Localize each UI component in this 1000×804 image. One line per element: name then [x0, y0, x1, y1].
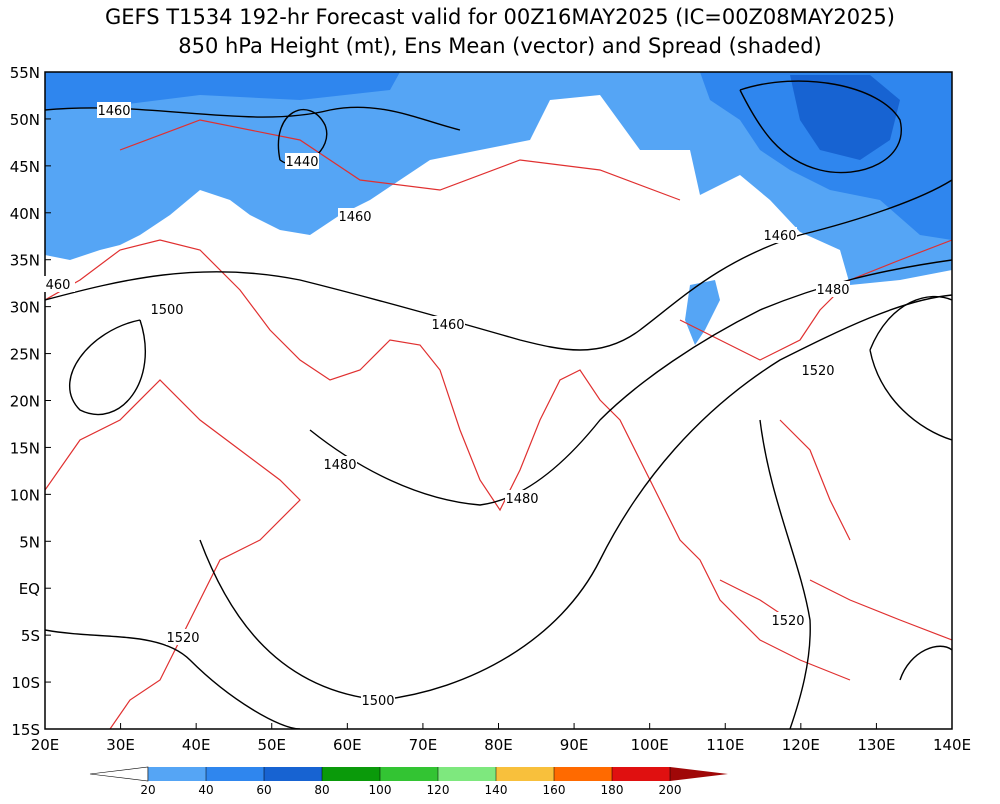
colorbar-label: 80 — [314, 783, 329, 797]
contour — [759, 419, 811, 729]
colorbar-segment — [264, 767, 322, 781]
colorbar-segment — [554, 767, 612, 781]
contour — [45, 629, 301, 729]
map-area — [44, 71, 953, 730]
colorbar-label: 180 — [601, 783, 624, 797]
coastline — [45, 239, 851, 681]
colorbar-label: 140 — [485, 783, 508, 797]
title-line: GEFS T1534 192-hr Forecast valid for 00Z… — [105, 5, 895, 29]
contour-label: 1460 — [763, 229, 796, 244]
spread-shading — [685, 280, 720, 345]
contour-label-bg — [816, 281, 850, 297]
colorbar-segment — [206, 767, 264, 781]
contour-label-bg — [771, 612, 805, 628]
colorbar-segment — [148, 767, 206, 781]
contour-label-bg — [338, 208, 372, 224]
contour-label: 1480 — [323, 458, 356, 473]
contour-label-bg — [285, 153, 319, 169]
colorbar-segment — [380, 767, 438, 781]
contour-label: 460 — [46, 278, 71, 293]
lat-label: 45N — [10, 158, 40, 176]
contour-label: 1460 — [97, 104, 130, 119]
contour-label-bg — [150, 301, 184, 317]
lat-label: 15N — [10, 439, 40, 457]
lon-label: 40E — [182, 736, 211, 754]
contour-label-bg — [801, 362, 835, 378]
spread-shading — [45, 72, 952, 285]
contour-label: 1480 — [816, 283, 849, 298]
lat-label: 50N — [10, 111, 40, 129]
contour-label: 1520 — [771, 614, 804, 629]
lat-label: 55N — [10, 64, 40, 82]
coastline — [119, 119, 952, 641]
lon-label: 20E — [31, 736, 60, 754]
contour-label: 1500 — [361, 694, 394, 709]
contour-label-bg — [505, 490, 539, 506]
contour — [869, 295, 952, 681]
lon-label: 90E — [560, 736, 589, 754]
contour-label-bg — [763, 227, 797, 243]
contour-label: 1520 — [166, 631, 199, 646]
lon-label: 140E — [933, 736, 971, 754]
lat-label: 20N — [10, 393, 40, 411]
lat-label: 15S — [11, 721, 40, 739]
lon-label: 80E — [484, 736, 513, 754]
lon-label: 130E — [857, 736, 895, 754]
contour — [309, 259, 952, 506]
contour-label: 1460 — [338, 210, 371, 225]
lat-label: 10S — [11, 674, 40, 692]
lon-label: 100E — [631, 736, 669, 754]
colorbar-label: 40 — [198, 783, 213, 797]
lon-label: 120E — [782, 736, 820, 754]
contour-label-bg — [166, 629, 200, 645]
contour-label: 1440 — [285, 155, 318, 170]
colorbar-over — [670, 767, 728, 781]
coastline — [45, 379, 301, 729]
colorbar-label: 160 — [543, 783, 566, 797]
lon-label: 30E — [106, 736, 135, 754]
title-line: 850 hPa Height (mt), Ens Mean (vector) a… — [178, 34, 822, 58]
colorbar-label: 60 — [256, 783, 271, 797]
lat-label: 25N — [10, 346, 40, 364]
lon-label: 70E — [409, 736, 438, 754]
lat-label: 5S — [21, 627, 40, 645]
contour-label: 1460 — [431, 318, 464, 333]
contour-label: 1520 — [801, 364, 834, 379]
lat-label: 30N — [10, 299, 40, 317]
contour-label: 1500 — [150, 303, 183, 318]
contour-label-bg — [41, 276, 75, 292]
lon-label: 110E — [706, 736, 744, 754]
lat-label: 10N — [10, 486, 40, 504]
lat-label: 5N — [19, 533, 40, 551]
colorbar-segment — [612, 767, 670, 781]
colorbar-segment — [496, 767, 554, 781]
colorbar-label: 200 — [659, 783, 682, 797]
contour-label-bg — [431, 316, 465, 332]
contour — [199, 294, 952, 701]
lat-label: 40N — [10, 205, 40, 223]
contour — [739, 80, 902, 174]
contour — [45, 179, 952, 351]
colorbar-label: 100 — [369, 783, 392, 797]
contour-label-bg — [361, 692, 395, 708]
colorbar-segment — [438, 767, 496, 781]
contour-label-bg — [323, 456, 357, 472]
contour-label-bg — [97, 102, 131, 118]
contour — [68, 319, 146, 416]
colorbar-segment — [322, 767, 380, 781]
lat-label: 35N — [10, 252, 40, 270]
lon-label: 50E — [257, 736, 286, 754]
colorbar-label: 20 — [140, 783, 155, 797]
colorbar-label: 120 — [427, 783, 450, 797]
lat-label: EQ — [19, 580, 40, 598]
colorbar-under — [89, 766, 149, 782]
contour-label: 1480 — [505, 492, 538, 507]
lon-label: 60E — [333, 736, 362, 754]
